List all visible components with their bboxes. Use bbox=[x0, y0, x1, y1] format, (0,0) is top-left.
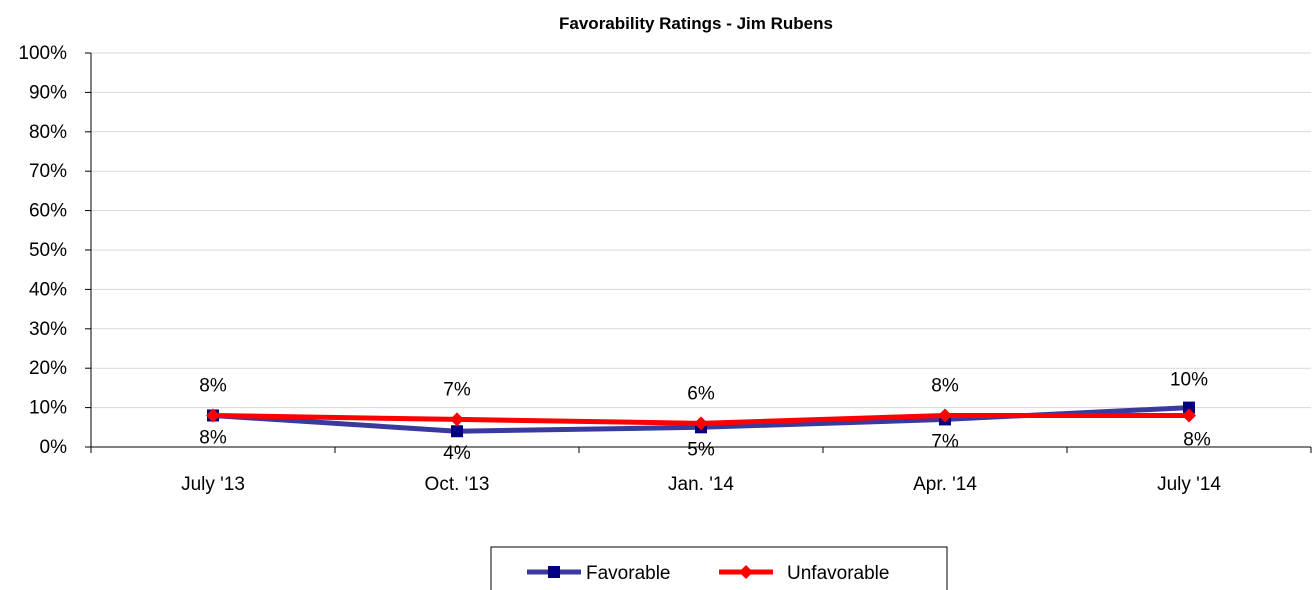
marker-favorable bbox=[451, 425, 463, 438]
marker-unfavorable bbox=[206, 408, 220, 423]
gridlines bbox=[91, 52, 1311, 409]
legend-box bbox=[490, 546, 948, 590]
y-tick-label: 30% bbox=[29, 319, 67, 340]
data-label-unfavorable: 7% bbox=[443, 379, 471, 400]
data-label-favorable: 4% bbox=[443, 443, 471, 464]
series-lines bbox=[206, 401, 1196, 438]
data-label-unfavorable: 6% bbox=[687, 383, 715, 404]
chart-title: Favorability Ratings - Jim Rubens bbox=[559, 14, 833, 33]
x-tick-label: Apr. '14 bbox=[913, 474, 977, 495]
marker-favorable bbox=[1183, 401, 1195, 414]
marker-unfavorable bbox=[694, 416, 708, 431]
data-label-favorable: 8% bbox=[199, 427, 227, 448]
data-labels: 8% 4% 5% 7% 10% 8% 7% 6% 8% 8% bbox=[199, 370, 1211, 465]
legend-label-favorable: Favorable bbox=[586, 563, 671, 584]
data-label-favorable: 10% bbox=[1170, 370, 1208, 391]
data-label-unfavorable: 8% bbox=[931, 375, 959, 396]
y-tick-label: 10% bbox=[29, 398, 67, 419]
x-tick-label: Jan. '14 bbox=[668, 474, 734, 495]
data-label-unfavorable: 8% bbox=[199, 375, 227, 396]
legend-label-unfavorable: Unfavorable bbox=[787, 563, 889, 584]
x-tick-label: July '13 bbox=[181, 474, 245, 495]
data-label-favorable: 7% bbox=[931, 431, 959, 452]
legend: Favorable Unfavorable bbox=[490, 546, 948, 590]
x-tick-label: Oct. '13 bbox=[425, 474, 490, 495]
y-tick-label: 20% bbox=[29, 358, 67, 379]
legend-marker-favorable bbox=[548, 566, 560, 578]
data-label-favorable: 5% bbox=[687, 439, 715, 460]
data-label-unfavorable: 8% bbox=[1183, 429, 1211, 450]
y-tick-label: 60% bbox=[29, 201, 67, 222]
y-tick-label: 80% bbox=[29, 122, 67, 143]
marker-unfavorable bbox=[1182, 408, 1196, 423]
y-tick-label: 70% bbox=[29, 161, 67, 182]
y-tick-label: 40% bbox=[29, 279, 67, 300]
marker-unfavorable bbox=[450, 412, 464, 427]
x-tick-label: July '14 bbox=[1157, 474, 1221, 495]
y-tick-label: 0% bbox=[40, 437, 68, 458]
y-tick-label: 50% bbox=[29, 240, 67, 261]
legend-marker-unfavorable bbox=[739, 565, 753, 579]
axes: 0% 10% 20% 30% 40% 50% 60% 70% 80% 90% 100% July '1… bbox=[18, 43, 1312, 495]
y-tick-label: 90% bbox=[29, 82, 67, 103]
y-tick-label: 100% bbox=[18, 43, 67, 64]
marker-unfavorable bbox=[938, 408, 952, 423]
